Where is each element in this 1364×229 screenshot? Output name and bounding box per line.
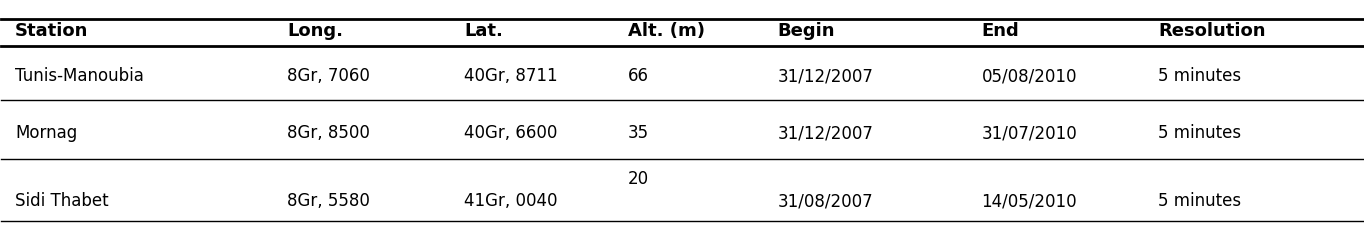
Text: 05/08/2010: 05/08/2010 [982, 67, 1078, 85]
Text: 14/05/2010: 14/05/2010 [982, 191, 1078, 210]
Text: Mornag: Mornag [15, 124, 78, 142]
Text: Lat.: Lat. [464, 22, 503, 40]
Text: 5 minutes: 5 minutes [1158, 67, 1241, 85]
Text: 8Gr, 7060: 8Gr, 7060 [288, 67, 370, 85]
Text: Long.: Long. [288, 22, 344, 40]
Text: Sidi Thabet: Sidi Thabet [15, 191, 109, 210]
Text: 40Gr, 8711: 40Gr, 8711 [464, 67, 558, 85]
Text: 31/12/2007: 31/12/2007 [777, 124, 873, 142]
Text: Tunis-Manoubia: Tunis-Manoubia [15, 67, 143, 85]
Text: 41Gr, 0040: 41Gr, 0040 [464, 191, 558, 210]
Text: 20: 20 [627, 169, 649, 187]
Text: 40Gr, 6600: 40Gr, 6600 [464, 124, 558, 142]
Text: End: End [982, 22, 1019, 40]
Text: 31/07/2010: 31/07/2010 [982, 124, 1078, 142]
Text: Begin: Begin [777, 22, 835, 40]
Text: 8Gr, 5580: 8Gr, 5580 [288, 191, 370, 210]
Text: Resolution: Resolution [1158, 22, 1266, 40]
Text: Station: Station [15, 22, 89, 40]
Text: 8Gr, 8500: 8Gr, 8500 [288, 124, 370, 142]
Text: Alt. (m): Alt. (m) [627, 22, 705, 40]
Text: 66: 66 [627, 67, 648, 85]
Text: 35: 35 [627, 124, 649, 142]
Text: 5 minutes: 5 minutes [1158, 191, 1241, 210]
Text: 5 minutes: 5 minutes [1158, 124, 1241, 142]
Text: 31/12/2007: 31/12/2007 [777, 67, 873, 85]
Text: 31/08/2007: 31/08/2007 [777, 191, 873, 210]
